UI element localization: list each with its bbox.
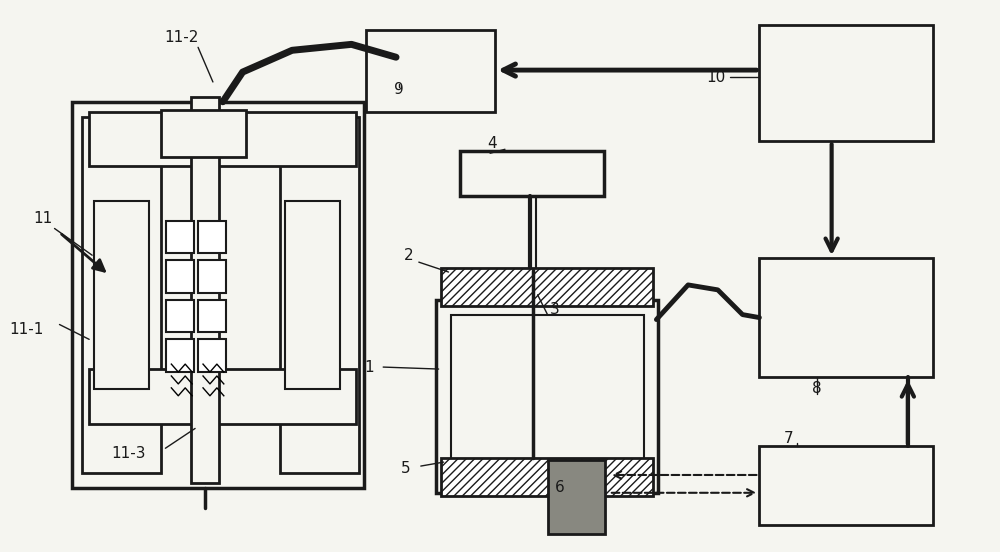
Bar [166, 221, 194, 253]
Bar [166, 339, 194, 372]
Text: 3: 3 [550, 302, 559, 317]
Bar [366, 30, 495, 112]
Bar [191, 97, 219, 483]
Bar [460, 151, 604, 196]
Bar [166, 260, 194, 293]
Text: 9: 9 [394, 82, 404, 97]
Text: 11-2: 11-2 [164, 30, 198, 45]
Bar [198, 260, 226, 293]
Text: 7: 7 [784, 431, 794, 446]
Text: 2: 2 [404, 248, 414, 263]
Bar [285, 201, 340, 389]
Bar [285, 201, 340, 389]
Bar [759, 446, 933, 526]
Bar [441, 268, 653, 306]
Bar [94, 201, 149, 389]
Text: 5: 5 [401, 460, 411, 475]
Text: 10: 10 [706, 70, 725, 84]
Bar [161, 110, 246, 157]
Bar [759, 24, 933, 141]
Bar [166, 300, 194, 332]
Bar [72, 102, 364, 488]
Text: 11-3: 11-3 [112, 445, 146, 461]
Text: 4: 4 [487, 136, 497, 151]
Bar [548, 460, 605, 534]
Bar [82, 116, 161, 473]
Bar [89, 369, 356, 423]
Text: 11-1: 11-1 [10, 322, 44, 337]
Text: 11: 11 [33, 211, 52, 226]
Bar [436, 300, 658, 493]
Bar [759, 258, 933, 377]
Bar [198, 339, 226, 372]
Text: 8: 8 [812, 381, 822, 396]
Bar [198, 221, 226, 253]
Text: 6: 6 [555, 480, 564, 495]
Bar [280, 116, 359, 473]
Bar [198, 300, 226, 332]
Bar [89, 112, 356, 166]
Bar [451, 315, 644, 481]
Bar [94, 201, 149, 389]
Text: 1: 1 [365, 359, 374, 375]
Bar [441, 458, 653, 496]
